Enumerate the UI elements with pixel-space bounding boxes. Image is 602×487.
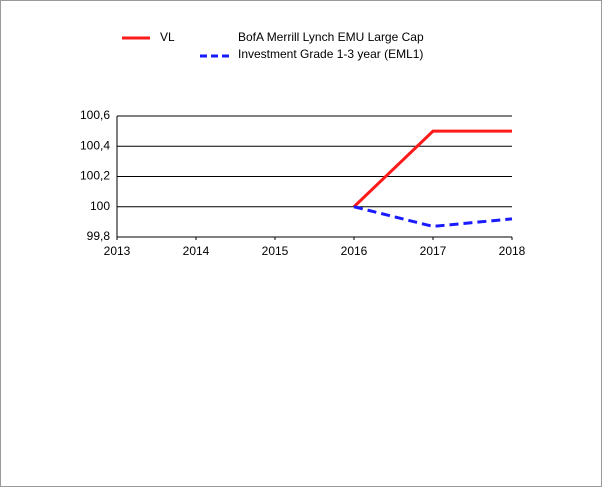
x-tick-label: 2013 <box>104 244 131 258</box>
legend-label: BofA Merrill Lynch EMU Large Cap Investm… <box>238 30 424 61</box>
x-tick-label: 2018 <box>499 244 526 258</box>
y-tick-label: 100,4 <box>80 138 110 152</box>
x-tick-label: 2017 <box>420 244 447 258</box>
x-tick-label: 2016 <box>341 244 368 258</box>
y-tick-label: 100 <box>90 199 110 213</box>
x-tick-label: 2014 <box>183 244 210 258</box>
legend-label: VL <box>160 30 175 44</box>
series-line <box>352 129 512 208</box>
y-tick-label: 99,8 <box>87 229 111 243</box>
series-line <box>353 205 513 228</box>
y-tick-label: 100,2 <box>80 169 110 183</box>
x-tick-label: 2015 <box>262 244 289 258</box>
y-tick-label: 100,6 <box>80 108 110 122</box>
